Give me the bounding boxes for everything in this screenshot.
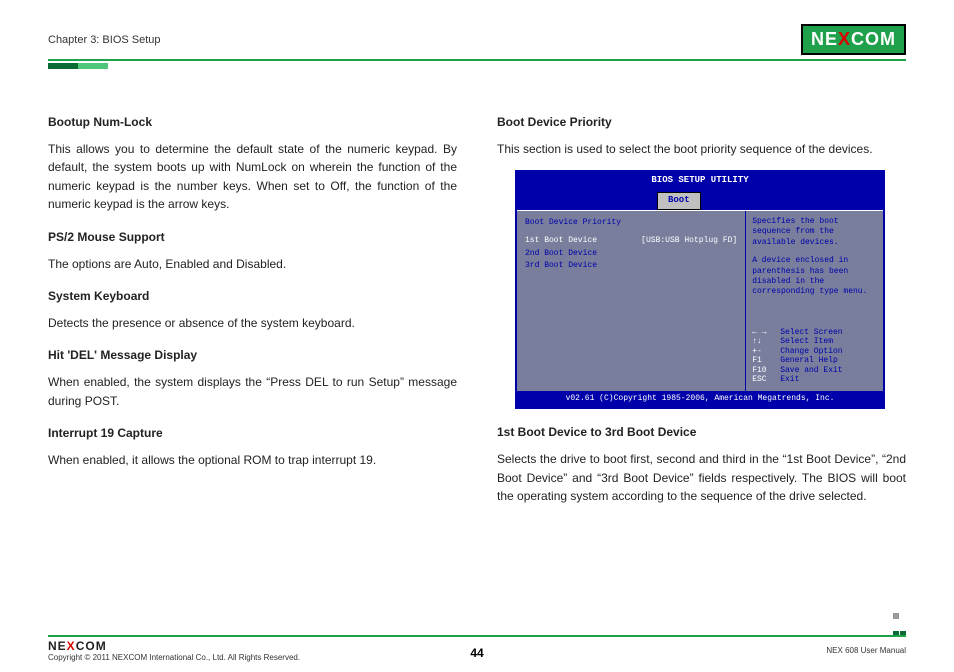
bios-footer: v02.61 (C)Copyright 1985-2006, American …	[517, 391, 883, 407]
brand-logo: NEXCOM	[801, 24, 906, 55]
bios-help-2: A device enclosed in parenthesis has bee…	[752, 256, 877, 298]
bios-1st-boot-label: 1st Boot Device	[525, 235, 597, 247]
footer-logo: NEXCOM	[48, 639, 300, 653]
heading-numlock: Bootup Num-Lock	[48, 113, 457, 132]
bios-tabbar: Boot	[517, 190, 883, 211]
bios-screenshot: BIOS SETUP UTILITY Boot Boot Device Prio…	[515, 170, 885, 409]
para-boot-devices: Selects the drive to boot first, second …	[497, 450, 906, 506]
para-del: When enabled, the system displays the “P…	[48, 373, 457, 410]
footer-manual: NEX 608 User Manual	[826, 646, 906, 655]
key-select-screen: Select Screen	[780, 328, 842, 338]
para-numlock: This allows you to determine the default…	[48, 140, 457, 214]
bios-section: Boot Device Priority	[525, 217, 737, 229]
logo-x: X	[838, 29, 851, 49]
logo-part-2: COM	[851, 29, 896, 49]
key-exit: Exit	[780, 375, 799, 385]
heading-del: Hit 'DEL' Message Display	[48, 346, 457, 365]
left-column: Bootup Num-Lock This allows you to deter…	[48, 99, 457, 508]
chapter-title: Chapter 3: BIOS Setup	[48, 34, 161, 46]
key-arrows-lr: ← →	[752, 328, 780, 338]
header-rule	[48, 59, 906, 61]
bios-left-pane: Boot Device Priority 1st Boot Device [US…	[517, 211, 746, 391]
key-arrows-ud: ↑↓	[752, 337, 780, 347]
logo-part-1: NE	[811, 29, 838, 49]
bios-help-1: Specifies the boot sequence from the ava…	[752, 217, 877, 248]
heading-boot-priority: Boot Device Priority	[497, 113, 906, 132]
bios-3rd-boot: 3rd Boot Device	[525, 260, 737, 272]
heading-int19: Interrupt 19 Capture	[48, 424, 457, 443]
bios-1st-boot-value: [USB:USB Hotplug FD]	[641, 235, 737, 247]
key-select-item: Select Item	[780, 337, 833, 347]
bios-title: BIOS SETUP UTILITY	[517, 172, 883, 190]
key-general-help: General Help	[780, 356, 838, 366]
right-column: Boot Device Priority This section is use…	[497, 99, 906, 508]
key-esc: ESC	[752, 375, 780, 385]
bios-right-pane: Specifies the boot sequence from the ava…	[746, 211, 883, 391]
para-keyboard: Detects the presence or absence of the s…	[48, 314, 457, 333]
key-f1: F1	[752, 356, 780, 366]
bios-2nd-boot: 2nd Boot Device	[525, 248, 737, 260]
para-int19: When enabled, it allows the optional ROM…	[48, 451, 457, 470]
page-number: 44	[470, 646, 483, 660]
footer-copyright: Copyright © 2011 NEXCOM International Co…	[48, 653, 300, 662]
bios-key-legend: ← →Select Screen ↑↓Select Item +-Change …	[752, 328, 877, 386]
key-save-exit: Save and Exit	[780, 366, 842, 376]
para-boot-priority: This section is used to select the boot …	[497, 140, 906, 159]
key-plusminus: +-	[752, 347, 780, 357]
heading-keyboard: System Keyboard	[48, 287, 457, 306]
key-f10: F10	[752, 366, 780, 376]
key-change-option: Change Option	[780, 347, 842, 357]
header-rule-accent	[48, 63, 906, 69]
bios-tab-boot: Boot	[657, 192, 701, 210]
para-ps2: The options are Auto, Enabled and Disabl…	[48, 255, 457, 274]
heading-ps2: PS/2 Mouse Support	[48, 228, 457, 247]
heading-boot-devices: 1st Boot Device to 3rd Boot Device	[497, 423, 906, 442]
